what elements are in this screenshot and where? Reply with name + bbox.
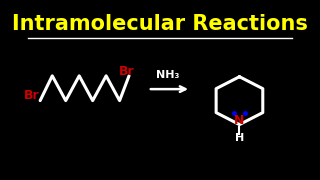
Text: NH₃: NH₃ (156, 70, 180, 80)
Text: N: N (234, 114, 245, 127)
Text: H: H (235, 133, 244, 143)
Text: Br: Br (23, 89, 39, 102)
Text: Br: Br (118, 65, 134, 78)
Text: Intramolecular Reactions: Intramolecular Reactions (12, 14, 308, 34)
